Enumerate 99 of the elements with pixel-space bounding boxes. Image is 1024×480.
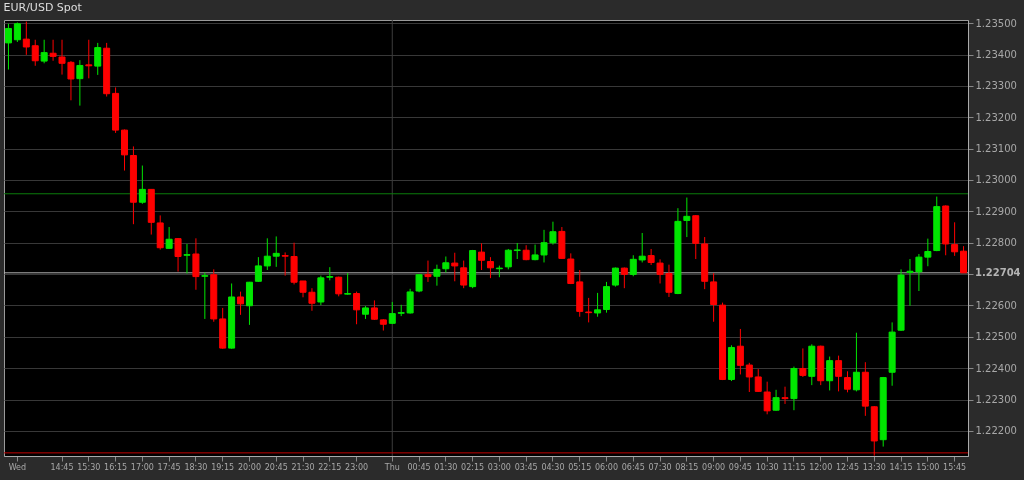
x-tick-label: 09:45 bbox=[728, 462, 752, 472]
candlestick bbox=[460, 260, 468, 289]
x-tick-label: 14:45 bbox=[50, 462, 74, 472]
x-tick-label: Thu bbox=[383, 462, 400, 472]
x-tick-label: 15:30 bbox=[77, 462, 101, 472]
x-tick-label: 08:15 bbox=[675, 462, 699, 472]
x-tick-label: 12:45 bbox=[835, 462, 860, 472]
y-tick-label: 1.22500 bbox=[975, 331, 1017, 343]
candlestick bbox=[585, 297, 593, 323]
candlestick bbox=[433, 264, 441, 287]
candlestick bbox=[629, 254, 637, 277]
candlestick bbox=[951, 221, 959, 257]
candlestick bbox=[611, 266, 619, 288]
x-tick-label: 06:45 bbox=[621, 462, 645, 472]
candlestick bbox=[245, 281, 253, 326]
candlestick bbox=[344, 272, 352, 296]
candlestick bbox=[254, 256, 262, 283]
candlestick bbox=[504, 248, 512, 270]
ref-line-label: 1.22704 bbox=[975, 266, 1021, 278]
x-tick-label: 14:15 bbox=[889, 462, 913, 472]
candlestick bbox=[370, 299, 378, 321]
x-tick-label: 01:30 bbox=[434, 462, 458, 472]
x-tick-label: 03:00 bbox=[487, 462, 511, 472]
y-tick-label: 1.23500 bbox=[975, 17, 1017, 29]
candlestick bbox=[736, 328, 744, 375]
candlestick bbox=[772, 389, 780, 412]
candlestick bbox=[85, 39, 93, 79]
x-tick-label: 10:30 bbox=[755, 462, 779, 472]
x-tick-label: 17:45 bbox=[157, 462, 181, 472]
candlestick bbox=[451, 252, 459, 282]
y-tick-label: 1.23200 bbox=[975, 111, 1017, 123]
x-tick-label: 20:45 bbox=[264, 462, 288, 472]
x-tick-label: 17:00 bbox=[130, 462, 154, 472]
x-tick-label: 15:00 bbox=[916, 462, 940, 472]
candlestick bbox=[138, 165, 146, 205]
candlestick bbox=[192, 237, 200, 291]
x-tick-label: 04:30 bbox=[541, 462, 565, 472]
candlestick bbox=[424, 260, 432, 283]
x-tick-label: 23:00 bbox=[345, 462, 369, 472]
y-tick-label: 1.22900 bbox=[975, 205, 1017, 217]
candlestick bbox=[478, 242, 486, 271]
candlestick bbox=[31, 39, 39, 67]
candlestick bbox=[183, 243, 191, 274]
candlestick bbox=[852, 332, 860, 392]
y-tick-label: 1.22300 bbox=[975, 394, 1017, 406]
x-tick-label: 00:45 bbox=[407, 462, 431, 472]
candlestick bbox=[603, 281, 610, 314]
y-tick-label: 1.22400 bbox=[975, 362, 1017, 374]
candlestick bbox=[638, 232, 646, 263]
x-tick-label: 03:45 bbox=[514, 462, 538, 472]
y-tick-label: 1.22800 bbox=[975, 237, 1017, 249]
x-tick-label: 15:45 bbox=[943, 462, 967, 472]
x-tick-label: 22:15 bbox=[318, 462, 342, 472]
candlestick bbox=[763, 381, 771, 415]
x-tick-label: 13:30 bbox=[862, 462, 886, 472]
x-tick-label: 20:00 bbox=[237, 462, 261, 472]
candlestick bbox=[76, 59, 84, 107]
x-tick-label: 06:00 bbox=[594, 462, 619, 472]
y-tick-label: 1.23300 bbox=[975, 80, 1017, 92]
x-tick-label: 19:15 bbox=[211, 462, 235, 472]
candlestick bbox=[237, 291, 245, 316]
x-tick-label: 18:30 bbox=[184, 462, 208, 472]
candlestick bbox=[174, 237, 182, 273]
y-tick-label: 1.23000 bbox=[975, 174, 1017, 186]
candlestick bbox=[799, 347, 807, 378]
candlestick bbox=[4, 23, 12, 71]
x-tick-label: 21:30 bbox=[291, 462, 315, 472]
x-tick-label: 02:15 bbox=[461, 462, 485, 472]
candlestick bbox=[272, 235, 280, 268]
candlestick bbox=[22, 21, 30, 56]
candlestick bbox=[826, 356, 834, 391]
candlestick bbox=[620, 266, 628, 289]
x-tick-label: Wed bbox=[8, 462, 27, 472]
candlestick bbox=[683, 197, 691, 238]
y-tick-label: 1.22600 bbox=[975, 299, 1017, 311]
candlestick bbox=[201, 272, 209, 320]
candlestick bbox=[710, 272, 718, 323]
candlestick bbox=[594, 292, 602, 318]
candlestick bbox=[745, 362, 753, 393]
x-tick-label: 05:15 bbox=[568, 462, 592, 472]
y-tick-label: 1.23400 bbox=[975, 49, 1017, 60]
candlestick bbox=[353, 291, 361, 325]
candlestick bbox=[40, 39, 48, 64]
x-tick-label: 11:15 bbox=[782, 462, 806, 472]
candlestick bbox=[94, 42, 102, 76]
candlestick bbox=[486, 256, 494, 279]
candlestick bbox=[388, 301, 396, 325]
chart-title: EUR/USD Spot bbox=[3, 1, 83, 15]
y-tick-label: 1.23100 bbox=[975, 143, 1017, 155]
candlestick bbox=[835, 355, 843, 392]
x-tick-label: 16:15 bbox=[104, 462, 128, 472]
candlestick bbox=[844, 370, 851, 393]
y-tick-label: 1.22200 bbox=[975, 425, 1017, 437]
x-tick-label: 09:00 bbox=[702, 462, 726, 472]
candlestick bbox=[165, 226, 173, 249]
x-tick-label: 12:00 bbox=[809, 462, 833, 472]
x-tick-label: 07:30 bbox=[648, 462, 672, 472]
candlestick bbox=[263, 237, 271, 271]
candlestick bbox=[781, 386, 789, 405]
